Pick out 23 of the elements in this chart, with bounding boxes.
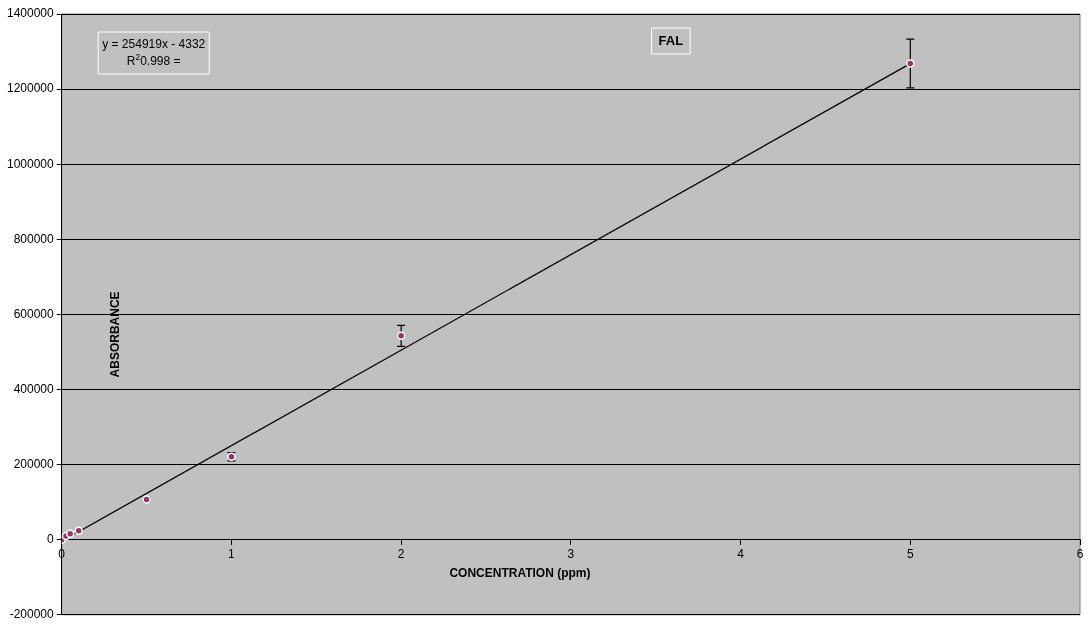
x-tick-label: 1: [228, 547, 236, 562]
text: FAL: [658, 32, 684, 48]
y-tick-label: -200000: [9, 607, 55, 622]
y-tick-label: 0: [47, 532, 55, 547]
annotation: y = 254919x - 4332: [102, 37, 206, 52]
point: [906, 59, 915, 68]
x-tick-label: 5: [906, 547, 914, 562]
y-tick-label: 1000000: [7, 156, 55, 171]
y-tick-label: 400000: [13, 381, 55, 396]
y-tick-label: 600000: [13, 306, 55, 321]
point: [74, 526, 83, 535]
y-axis-title: ABSORBANCE: [108, 291, 123, 378]
x-axis-title: CONCENTRATION (ppm): [449, 566, 591, 581]
x-tick-label: 4: [737, 547, 745, 562]
x-tick-label: 3: [567, 547, 575, 562]
y-tick-label: 1400000: [7, 6, 55, 21]
y-tick-label: 1200000: [7, 81, 55, 96]
x-tick-label: 6: [1076, 547, 1084, 562]
x-tick-label: 2: [397, 547, 405, 562]
y-tick-label: 800000: [13, 231, 55, 246]
y-tick-label: 200000: [13, 456, 55, 471]
point: [65, 529, 75, 538]
point: [396, 331, 406, 341]
